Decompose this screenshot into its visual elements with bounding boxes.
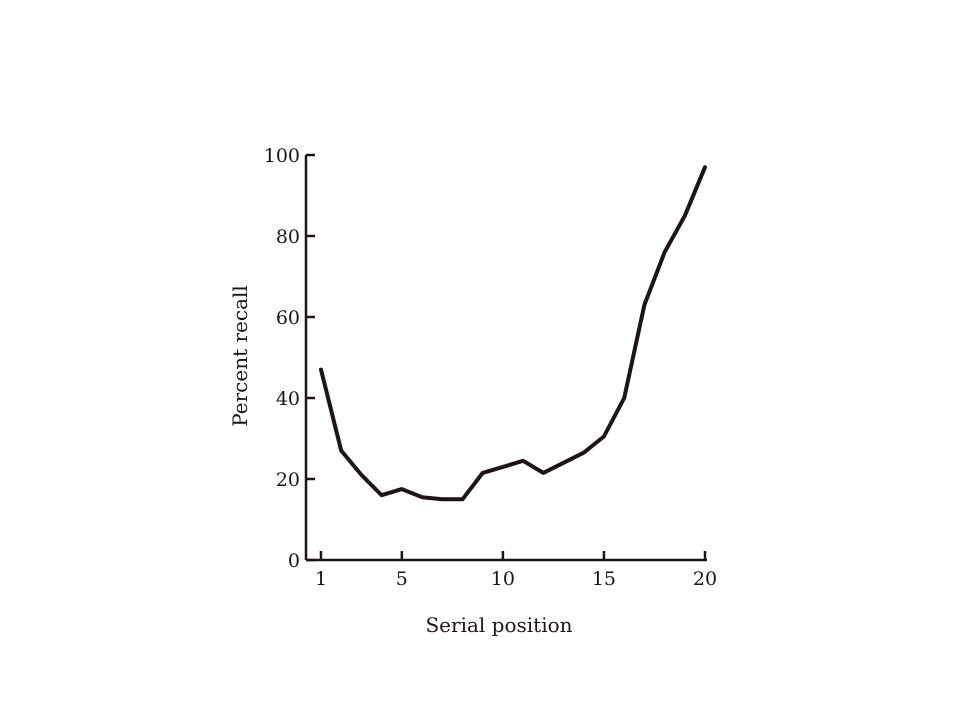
- y-tick-label: 20: [276, 469, 300, 491]
- x-tick-label: 1: [315, 568, 327, 590]
- y-tick-label: 40: [276, 388, 300, 410]
- y-tick-label: 60: [276, 307, 300, 329]
- data-point: [703, 165, 707, 169]
- plot-area: [319, 165, 707, 502]
- data-point: [642, 303, 646, 307]
- data-point: [521, 459, 525, 463]
- x-tick-label: 10: [491, 568, 515, 590]
- data-point: [339, 449, 343, 453]
- data-point: [622, 396, 626, 400]
- data-point: [582, 451, 586, 455]
- data-point: [602, 434, 606, 439]
- x-axis-title: Serial position: [425, 613, 572, 637]
- data-point: [380, 493, 384, 497]
- x-tick-label: 15: [592, 568, 616, 590]
- data-point: [683, 214, 687, 218]
- x-tick-label: 5: [396, 568, 408, 590]
- data-point: [319, 368, 323, 372]
- x-axis-ticks: 1 5 10 15 20: [315, 551, 717, 590]
- y-axis-ticks: 0 20 40 60 80 100: [264, 145, 315, 572]
- chart-axes: [304, 155, 707, 562]
- y-tick-label: 100: [264, 145, 300, 167]
- data-point: [501, 465, 505, 469]
- data-point: [420, 495, 424, 499]
- data-point: [440, 497, 444, 501]
- data-point: [662, 250, 667, 254]
- series-line: [319, 165, 707, 502]
- data-point: [400, 487, 404, 491]
- data-point: [359, 473, 364, 477]
- data-point: [481, 471, 485, 475]
- x-tick-label: 20: [693, 568, 717, 590]
- data-point: [541, 471, 545, 475]
- data-point: [460, 497, 465, 501]
- data-point: [561, 461, 566, 465]
- y-axis-title: Percent recall: [228, 285, 252, 427]
- y-tick-label: 0: [288, 550, 300, 572]
- y-tick-label: 80: [276, 226, 300, 248]
